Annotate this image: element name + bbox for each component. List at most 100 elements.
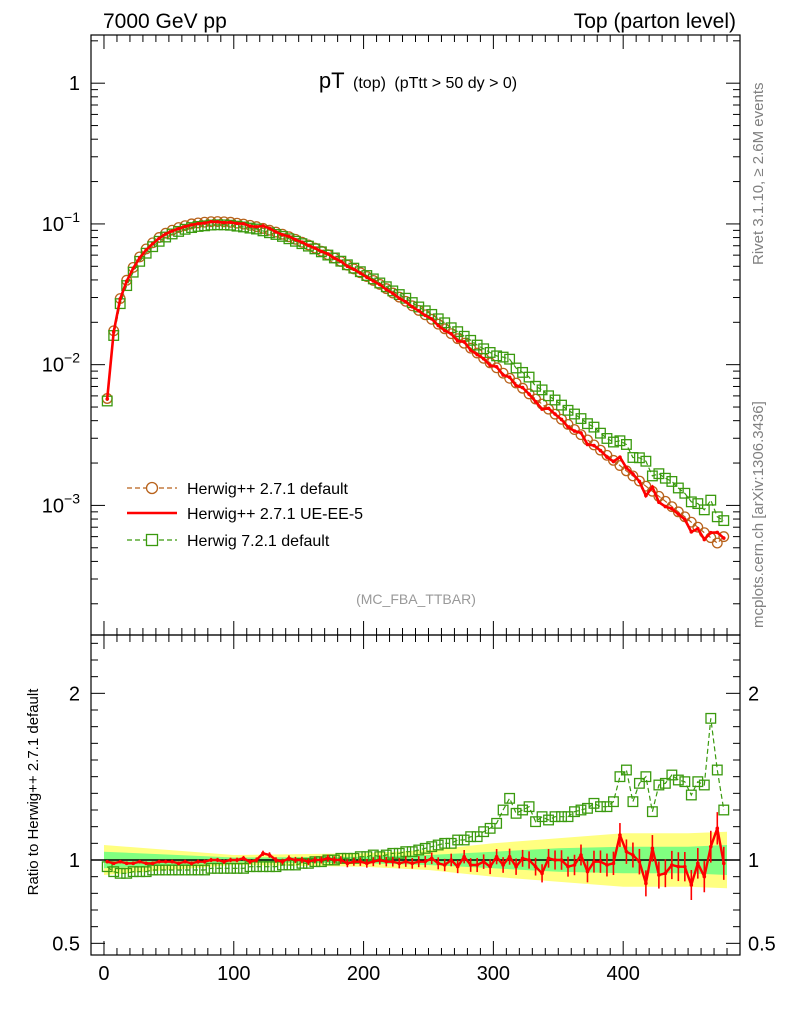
- ratio-point-herwig7-default: [264, 861, 275, 873]
- y-tick-label: 10−3: [42, 490, 80, 517]
- data-point-herwig7-default: [212, 219, 224, 231]
- ratio-point-herwigpp-ueee5: [287, 856, 291, 861]
- ratio-point-herwigpp-ueee5: [111, 861, 116, 866]
- ratio-point-herwig7-default: [705, 712, 717, 724]
- ratio-point-herwigpp-ueee5: [222, 859, 226, 864]
- data-point-herwigpp-ueee5: [676, 512, 681, 516]
- ratio-point-herwig7-default: [672, 774, 684, 786]
- ratio-point-herwigpp-ueee5: [274, 858, 278, 862]
- data-point-herwigpp-default: [718, 531, 730, 543]
- data-point-herwigpp-ueee5: [585, 442, 590, 447]
- ratio-point-herwig7-default: [439, 837, 451, 849]
- data-point-herwig7-default: [582, 418, 593, 430]
- ratio-point-herwig7-default: [620, 764, 632, 776]
- data-point-herwigpp-ueee5: [449, 331, 453, 336]
- data-point-herwigpp-ueee5: [345, 264, 350, 269]
- data-point-herwigpp-ueee5: [514, 383, 518, 388]
- data-point-herwigpp-ueee5: [520, 385, 525, 390]
- ratio-point-herwigpp-ueee5: [579, 853, 583, 857]
- data-point-herwigpp-ueee5: [546, 406, 551, 411]
- data-point-herwigpp-ueee5: [423, 313, 428, 318]
- ratio-point-herwigpp-ueee5: [611, 861, 616, 866]
- ratio-point-herwigpp-ueee5: [501, 863, 505, 867]
- data-point-herwigpp-ueee5: [475, 352, 479, 357]
- data-point-herwigpp-ueee5: [209, 219, 213, 224]
- ratio-point-herwig7-default: [510, 807, 522, 819]
- data-point-herwig7-default: [562, 404, 574, 416]
- data-point-herwigpp-default: [607, 454, 619, 466]
- ratio-point-herwigpp-ueee5: [410, 861, 415, 866]
- ratio-point-herwigpp-ueee5: [170, 859, 174, 864]
- ratio-point-herwigpp-ueee5: [592, 859, 596, 864]
- ratio-point-herwig7-default: [607, 796, 619, 808]
- data-point-herwigpp-ueee5: [488, 363, 492, 368]
- ratio-point-herwigpp-ueee5: [663, 871, 668, 876]
- data-point-herwigpp-ueee5: [313, 246, 317, 250]
- ratio-point-herwig7-default: [458, 834, 470, 846]
- ratio-y-tick-label-left: 1: [69, 850, 80, 872]
- ratio-y-tick-label-left: 0.5: [52, 933, 80, 955]
- ratio-point-herwigpp-ueee5: [442, 863, 447, 867]
- ratio-point-herwigpp-ueee5: [507, 854, 512, 859]
- data-point-herwig7-default: [186, 222, 198, 234]
- x-tick-label: 200: [347, 963, 380, 985]
- ratio-point-herwigpp-ueee5: [605, 863, 609, 867]
- ratio-point-herwig7-default: [406, 846, 418, 858]
- ratio-point-herwig7-default: [413, 844, 425, 856]
- ratio-point-herwigpp-ueee5: [313, 858, 317, 862]
- ratio-point-herwig7-default: [556, 811, 567, 823]
- ratio-point-herwigpp-ueee5: [618, 833, 622, 837]
- data-point-herwigpp-ueee5: [248, 224, 252, 228]
- data-point-herwigpp-ueee5: [553, 412, 557, 416]
- data-point-herwigpp-ueee5: [663, 504, 668, 509]
- ratio-point-herwig7-default: [646, 806, 658, 818]
- data-point-herwigpp-ueee5: [157, 236, 161, 241]
- ratio-point-herwig7-default: [692, 776, 704, 788]
- ratio-point-herwigpp-ueee5: [416, 859, 421, 864]
- data-point-herwig7-default: [627, 452, 639, 463]
- ratio-point-herwigpp-ueee5: [475, 863, 479, 867]
- data-point-herwigpp-ueee5: [352, 267, 356, 272]
- ratio-point-herwigpp-ueee5: [670, 863, 674, 867]
- data-point-herwigpp-ueee5: [306, 243, 311, 248]
- ratio-point-herwigpp-ueee5: [384, 859, 389, 864]
- data-point-herwigpp-ueee5: [358, 271, 363, 275]
- ratio-point-herwig7-default: [653, 779, 665, 791]
- data-point-herwigpp-ueee5: [572, 429, 577, 433]
- data-point-herwigpp-ueee5: [332, 256, 337, 260]
- data-point-herwig7-default: [328, 252, 340, 264]
- legend-marker-square: [145, 533, 159, 547]
- ratio-point-herwig7-default: [549, 811, 561, 823]
- analysis-tag: (MC_FBA_TTBAR): [356, 591, 476, 607]
- ratio-point-herwigpp-ueee5: [326, 856, 330, 861]
- ratio-point-herwigpp-ueee5: [585, 869, 590, 874]
- data-point-herwigpp-default: [711, 537, 723, 549]
- ratio-point-herwigpp-ueee5: [267, 853, 272, 857]
- ratio-point-herwig7-default: [108, 866, 120, 878]
- ratio-point-herwigpp-ueee5: [131, 861, 135, 866]
- ratio-point-herwig7-default: [588, 797, 600, 809]
- data-point-herwigpp-ueee5: [170, 229, 174, 233]
- ratio-point-herwigpp-ueee5: [183, 859, 187, 864]
- ratio-point-herwigpp-ueee5: [553, 858, 557, 862]
- ratio-point-herwigpp-ueee5: [280, 859, 285, 864]
- ratio-point-herwigpp-ueee5: [514, 864, 518, 869]
- data-point-herwigpp-ueee5: [111, 330, 116, 334]
- ratio-point-herwigpp-ueee5: [488, 864, 492, 869]
- data-point-herwigpp-ueee5: [319, 249, 324, 254]
- ratio-point-herwigpp-ueee5: [189, 861, 194, 866]
- data-point-herwigpp-ueee5: [670, 506, 674, 511]
- legend-label: Herwig++ 2.7.1 default: [187, 481, 349, 498]
- data-point-herwigpp-default: [491, 362, 503, 374]
- data-point-herwigpp-ueee5: [702, 537, 707, 542]
- data-point-herwig7-default: [309, 243, 321, 255]
- ratio-point-herwigpp-ueee5: [345, 861, 350, 866]
- data-point-herwig7-default: [685, 496, 697, 508]
- data-point-herwigpp-ueee5: [176, 226, 181, 231]
- ratio-point-herwigpp-ueee5: [644, 881, 648, 886]
- data-point-herwig7-default: [251, 223, 262, 235]
- ratio-point-herwig7-default: [478, 826, 490, 838]
- data-point-herwigpp-ueee5: [280, 233, 285, 237]
- ratio-point-herwig7-default: [192, 864, 204, 876]
